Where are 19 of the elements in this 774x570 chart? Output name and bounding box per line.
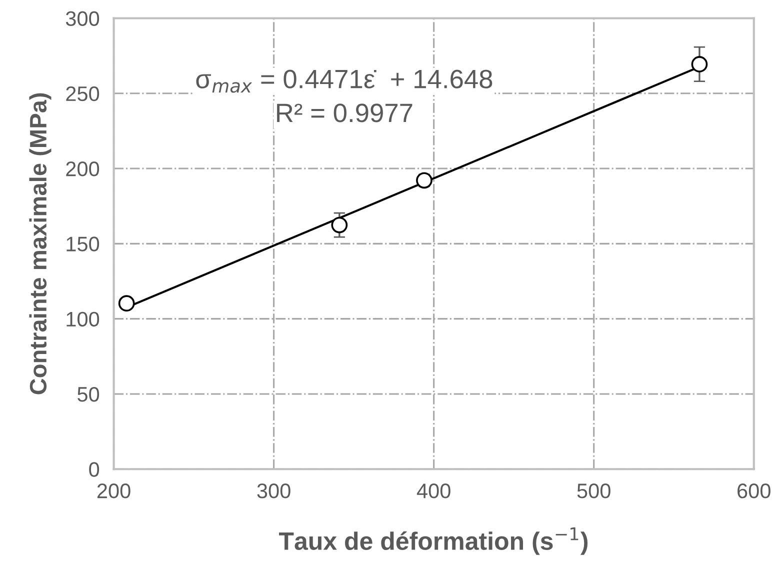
annotation: σ$_{max}$ = 0.4471ε̇ + 14.648 (196, 70, 492, 93)
y-tick-label: 200 (66, 162, 100, 176)
y-tick-label: 250 (66, 86, 100, 102)
x-tick-label: 200 (97, 484, 130, 498)
x-tick-label: 300 (257, 484, 290, 498)
y-tick-label: 0 (89, 462, 100, 477)
x-tick-label: 400 (416, 484, 450, 498)
x-tick-label: 600 (738, 484, 770, 498)
y-tick-label: 100 (66, 312, 100, 327)
x-axis-title: Taux de déformation (s$^{−1}$) (278, 527, 588, 555)
y-tick-label: 150 (66, 236, 100, 252)
x-tick-label: 500 (577, 484, 610, 498)
y-axis-title: Contrainte maximale (MPa) (29, 93, 52, 394)
y-tick-label: 300 (66, 11, 100, 26)
annotation: R² = 0.9977 (277, 104, 412, 122)
point (118, 295, 135, 312)
point (691, 56, 708, 72)
point (331, 216, 348, 234)
y-tick-label: 50 (78, 386, 100, 402)
